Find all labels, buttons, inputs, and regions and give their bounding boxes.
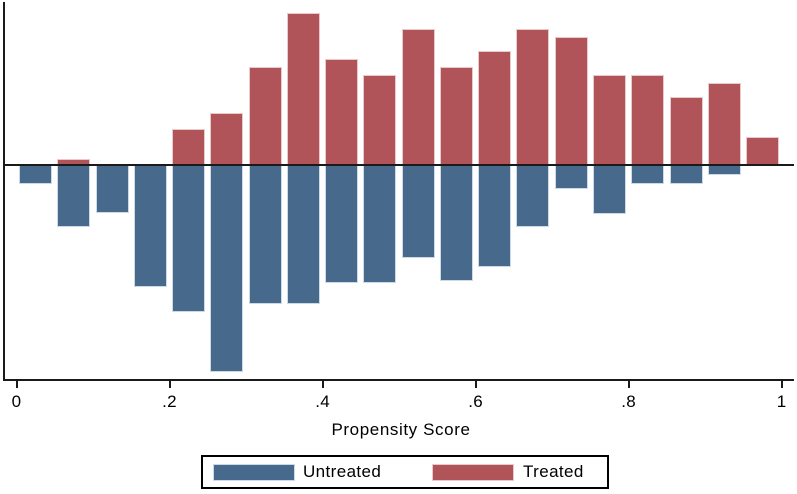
untreated-bar bbox=[478, 164, 512, 267]
x-tick bbox=[168, 380, 171, 388]
x-axis-title: Propensity Score bbox=[331, 420, 471, 439]
untreated-bar bbox=[593, 164, 626, 214]
x-tick-label: .4 bbox=[315, 392, 330, 411]
x-axis-line bbox=[3, 379, 794, 381]
legend-label-untreated: Untreated bbox=[303, 462, 382, 481]
untreated-bar bbox=[19, 164, 53, 184]
treated-bar bbox=[593, 74, 626, 165]
treated-bar bbox=[286, 12, 320, 165]
treated-bar bbox=[707, 82, 741, 165]
x-tick bbox=[15, 380, 18, 388]
treated-bar bbox=[439, 66, 473, 165]
untreated-bar bbox=[57, 164, 91, 227]
untreated-bar bbox=[172, 164, 206, 312]
x-tick-label: .6 bbox=[468, 392, 483, 411]
x-tick-label: .2 bbox=[162, 392, 177, 411]
x-tick-label: 1 bbox=[776, 392, 787, 411]
untreated-bar bbox=[133, 164, 167, 287]
treated-bar bbox=[478, 50, 512, 165]
untreated-bar bbox=[325, 164, 359, 283]
untreated-bar bbox=[631, 164, 665, 184]
treated-bar bbox=[210, 112, 244, 165]
treated-bar bbox=[172, 128, 206, 165]
treated-bar bbox=[248, 66, 282, 165]
treated-bar bbox=[554, 36, 588, 165]
legend-swatch-untreated bbox=[213, 464, 295, 481]
treated-bar bbox=[631, 74, 665, 165]
treated-bar bbox=[669, 96, 703, 165]
x-tick bbox=[474, 380, 477, 388]
x-tick bbox=[627, 380, 630, 388]
treated-bar bbox=[516, 28, 550, 165]
legend: Untreated Treated bbox=[201, 455, 609, 489]
x-tick bbox=[321, 380, 324, 388]
y-axis-line bbox=[3, 2, 5, 381]
untreated-bar bbox=[210, 164, 244, 372]
x-tick-label: 0 bbox=[11, 392, 22, 411]
legend-swatch-treated bbox=[432, 464, 514, 481]
zero-baseline bbox=[4, 164, 794, 166]
untreated-bar bbox=[707, 164, 741, 175]
treated-bar bbox=[363, 74, 397, 165]
untreated-bar bbox=[401, 164, 435, 258]
x-tick-label: .8 bbox=[621, 392, 637, 411]
untreated-bar bbox=[363, 164, 397, 283]
treated-bar bbox=[401, 28, 435, 165]
untreated-bar bbox=[516, 164, 550, 227]
plot-area: 0 .2 .4 .6 .8 1 bbox=[3, 2, 794, 411]
x-tick bbox=[780, 380, 783, 388]
untreated-bar bbox=[286, 164, 320, 304]
untreated-bar bbox=[439, 164, 473, 281]
untreated-bar bbox=[554, 164, 588, 189]
untreated-bar bbox=[248, 164, 282, 304]
untreated-bar bbox=[669, 164, 703, 184]
treated-bar bbox=[325, 58, 359, 165]
treated-bar bbox=[746, 136, 780, 165]
legend-label-treated: Treated bbox=[523, 462, 584, 481]
untreated-bar bbox=[95, 164, 129, 213]
